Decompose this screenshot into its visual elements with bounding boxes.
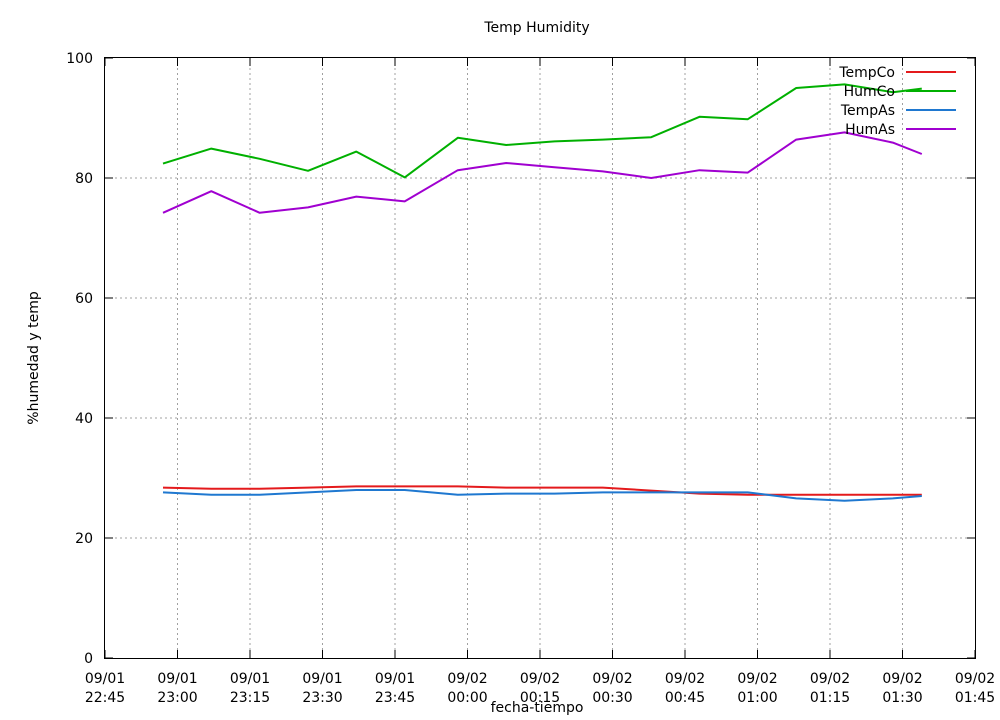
y-tick-label: 80 <box>75 171 93 187</box>
axis-ticks: 0 20 40 60 80 100 09/01 22:45 09/01 23:00 09/01 23:… <box>66 51 995 706</box>
y-tick-label: 0 <box>84 651 93 667</box>
legend: TempCo HumCo TempAs HumAs <box>838 65 956 138</box>
grid <box>105 58 975 658</box>
x-tick-label-time: 00:45 <box>665 690 705 706</box>
legend-label-tempas: TempAs <box>840 103 895 119</box>
x-axis-title: fecha-tiempo <box>491 700 584 716</box>
x-tick-label-date: 09/02 <box>882 671 922 687</box>
x-tick-label-date: 09/02 <box>447 671 487 687</box>
x-tick-label-date: 09/02 <box>592 671 632 687</box>
x-tick-label-date: 09/01 <box>302 671 342 687</box>
y-tick-label: 100 <box>66 51 93 67</box>
x-tick-label-date: 09/02 <box>737 671 777 687</box>
y-tick-label: 20 <box>75 531 93 547</box>
y-tick-label: 60 <box>75 291 93 307</box>
x-tick-label-time: 23:45 <box>375 690 415 706</box>
x-tick-label-time: 23:00 <box>157 690 197 706</box>
plot-frame <box>104 57 976 659</box>
legend-label-humas: HumAs <box>845 122 895 138</box>
x-tick-label-time: 01:15 <box>810 690 850 706</box>
series-line-tempco <box>162 485 922 496</box>
x-tick-label-date: 09/01 <box>375 671 415 687</box>
x-tick-label-time: 23:15 <box>230 690 270 706</box>
x-tick-label-date: 09/01 <box>230 671 270 687</box>
x-tick-label-time: 00:30 <box>592 690 632 706</box>
x-tick-label-time: 00:15 <box>520 690 560 706</box>
x-tick-label-time: 01:30 <box>882 690 922 706</box>
series-line-tempas <box>162 489 922 502</box>
series-line-humas <box>162 131 923 214</box>
y-axis-title: %humedad y temp <box>26 291 42 425</box>
chart-title: Temp Humidity <box>483 20 589 36</box>
x-tick-label-date: 09/01 <box>85 671 125 687</box>
x-tick-label-time: 01:45 <box>955 690 995 706</box>
x-tick-label-time: 22:45 <box>85 690 125 706</box>
legend-label-humco: HumCo <box>844 84 895 100</box>
x-tick-label-date: 09/02 <box>665 671 705 687</box>
x-tick-label-date: 09/02 <box>955 671 995 687</box>
x-tick-label-time: 23:30 <box>302 690 342 706</box>
x-tick-label-time: 00:00 <box>447 690 487 706</box>
x-tick-label-date: 09/02 <box>520 671 560 687</box>
series-lines <box>162 83 923 502</box>
x-tick-label-time: 01:00 <box>737 690 777 706</box>
x-tick-label-date: 09/02 <box>810 671 850 687</box>
y-tick-label: 40 <box>75 411 93 427</box>
x-tick-label-date: 09/01 <box>157 671 197 687</box>
series-line-humco <box>162 83 922 179</box>
legend-label-tempco: TempCo <box>838 65 895 81</box>
